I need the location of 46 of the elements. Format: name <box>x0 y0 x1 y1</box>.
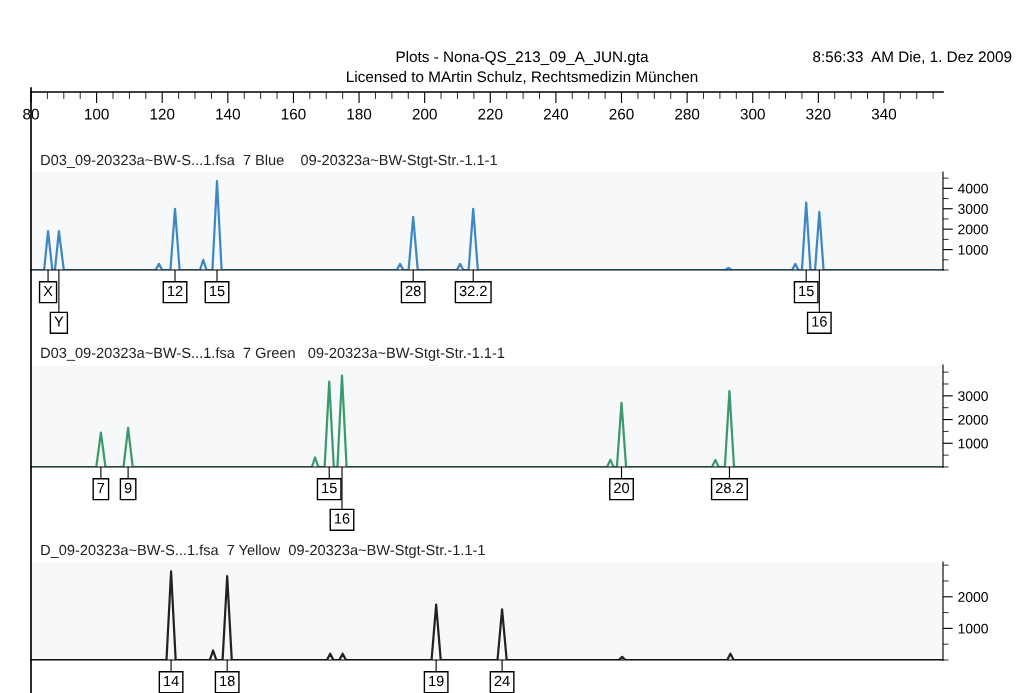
x-tick-label: 200 <box>412 108 437 120</box>
annotation: 9 <box>124 482 132 494</box>
annotation: 19 <box>429 675 444 687</box>
annotation: 15 <box>322 482 337 494</box>
text: Licensed to MArtin Schulz, Rechtsmedizin München <box>347 70 698 84</box>
text: 8:56:33 AM Die, 1. Dez 2009 <box>813 50 1012 64</box>
y-tick-label: 1000 <box>958 244 988 255</box>
y-tick-label: 1000 <box>958 438 988 449</box>
text: Plots - Nona-QS_213_09_A_JUN.gta <box>396 50 649 66</box>
x-tick-label: 220 <box>478 108 503 120</box>
x-tick-label: 120 <box>150 108 175 120</box>
annotation: 15 <box>210 285 225 297</box>
annotation: 12 <box>168 285 183 296</box>
annotation: 28 <box>405 285 421 297</box>
x-tick-label: 160 <box>281 108 306 120</box>
annotation: Y <box>54 316 64 327</box>
x-tick-label: 100 <box>85 108 109 120</box>
annotation: X <box>43 285 53 296</box>
annotation: 18 <box>220 675 235 687</box>
annotation: 15 <box>799 285 814 297</box>
chart-title: D03_09-20323a~BW-S...1.fsa 7 Blue 09-20323a~BW-Stgt-Str.-1.1-1 <box>41 154 497 169</box>
y-tick-label: 2000 <box>958 592 988 602</box>
y-tick-label: 3000 <box>958 391 988 402</box>
x-tick-label: 320 <box>806 108 831 120</box>
x-tick-label: 280 <box>675 108 700 120</box>
y-tick-label: 2000 <box>958 224 988 235</box>
y-tick-label: 1000 <box>958 623 988 634</box>
x-tick-label: 300 <box>740 108 765 120</box>
x-tick-label: 180 <box>347 108 372 120</box>
y-tick-label: 2000 <box>958 414 988 425</box>
y-tick-label: 4000 <box>957 183 988 194</box>
annotation: 14 <box>164 675 179 686</box>
annotation: 28.2 <box>715 482 743 494</box>
annotation: 16 <box>812 316 827 327</box>
x-tick-label: 260 <box>609 108 634 120</box>
annotation: 24 <box>494 675 510 686</box>
x-tick-label: 240 <box>543 108 569 120</box>
y-tick-label: 3000 <box>958 204 988 214</box>
annotation: 7 <box>97 482 105 493</box>
chart-title: D_09-20323a~BW-S...1.fsa 7 Yellow 09-20323a~BW-Stgt-Str.-1.1-1 <box>41 544 485 559</box>
annotation: 32.2 <box>459 285 487 297</box>
chart-title: D03_09-20323a~BW-S...1.fsa 7 Green 09-20323a~BW-Stgt-Str.-1.1-1 <box>41 347 505 361</box>
annotation: 20 <box>614 482 630 494</box>
annotation: 16 <box>335 513 350 524</box>
x-tick-label: 140 <box>216 108 240 120</box>
x-tick-label: 340 <box>871 108 897 120</box>
